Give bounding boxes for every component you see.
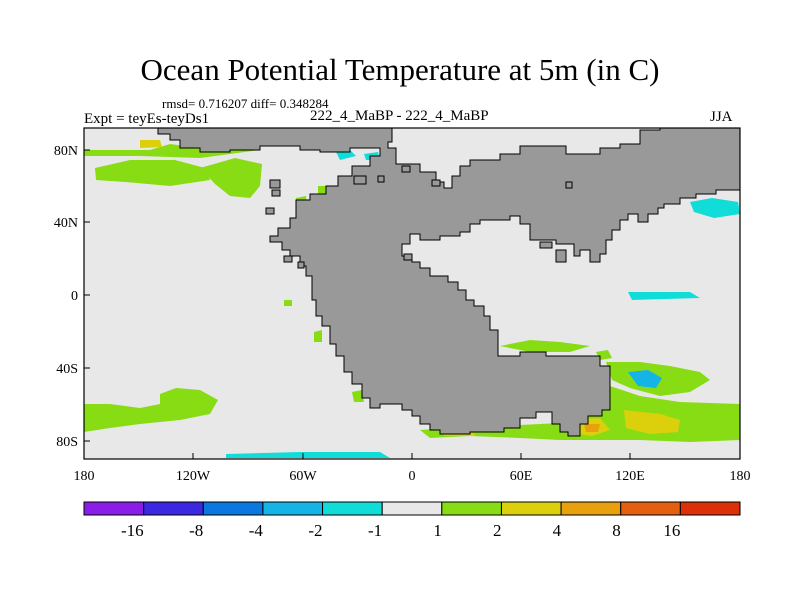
cyan-patch (628, 370, 662, 388)
x-tick-label: 60E (510, 469, 533, 484)
x-tick-label: 180 (74, 469, 95, 484)
colorbar: -16 -8 -4 -2 -1 1 2 4 8 16 (83, 501, 741, 540)
x-tick-label: 120W (176, 469, 211, 484)
comparison-label: 222_4_MaBP - 222_4_MaBP (310, 108, 489, 124)
cyan-patch (690, 198, 740, 218)
stats-label: rmsd= 0.716207 diff= 0.348284 (162, 96, 329, 111)
colorbar-swatch (441, 501, 502, 516)
x-tick-label: 180 (730, 469, 751, 484)
colorbar-swatch (381, 501, 443, 516)
cyan-patch (628, 292, 700, 300)
land-island (265, 207, 275, 215)
yellow-patch (624, 410, 680, 434)
green-patch (200, 158, 262, 198)
land-island (353, 175, 367, 185)
plot-title: Ocean Potential Temperature at 5m (in C) (140, 52, 660, 87)
y-tick-label: 40N (54, 216, 78, 231)
y-tick-label: 80N (54, 144, 78, 159)
colorbar-swatch (620, 501, 681, 516)
colorbar-swatch (500, 501, 562, 516)
land-island (271, 189, 281, 197)
colorbar-swatch (83, 501, 145, 516)
orange-patch (584, 424, 600, 432)
yellow-patch (140, 140, 162, 148)
colorbar-swatch (679, 501, 741, 516)
green-patch (84, 388, 218, 432)
green-patch (352, 390, 364, 402)
land-island (565, 181, 573, 189)
green-patch (95, 160, 210, 186)
x-tick-label: 120E (615, 469, 645, 484)
land-island (297, 261, 305, 269)
green-patch (284, 300, 292, 306)
colorbar-label: -2 (308, 521, 322, 540)
y-axis-labels: 80N 40N 0 40S 80S (54, 144, 78, 450)
x-axis-labels: 180 120W 60W 0 60E 120E 180 (74, 469, 751, 484)
colorbar-label: -8 (189, 521, 203, 540)
colorbar-swatch (560, 501, 622, 516)
land-island (377, 175, 385, 183)
colorbar-label: 2 (493, 521, 502, 540)
land-masses (157, 127, 741, 437)
land-island (283, 255, 293, 263)
colorbar-label: -1 (368, 521, 382, 540)
cyan-patch (226, 452, 390, 458)
y-tick-label: 80S (56, 435, 78, 450)
colorbar-swatch (143, 501, 204, 516)
neutral-band (84, 430, 740, 446)
land-main (157, 127, 741, 437)
land-island (403, 253, 413, 261)
land-island (555, 249, 567, 263)
green-patch (314, 330, 322, 342)
experiment-label: Expt = teyEs-teyDs1 (84, 111, 210, 127)
x-tick-label: 60W (289, 469, 317, 484)
y-tick-label: 0 (71, 289, 78, 304)
colorbar-label: -4 (249, 521, 264, 540)
colorbar-swatch (202, 501, 264, 516)
x-tick-label: 0 (409, 469, 416, 484)
green-patch (500, 340, 590, 352)
colorbar-swatch (322, 501, 383, 516)
tick-marks (83, 149, 741, 459)
land-island (431, 179, 441, 187)
land-island (401, 165, 411, 173)
colorbar-label: -16 (121, 521, 144, 540)
season-label: JJA (710, 109, 733, 125)
colorbar-label: 8 (612, 521, 621, 540)
colorbar-label: 1 (433, 521, 442, 540)
y-tick-label: 40S (56, 362, 78, 377)
land-island (269, 179, 281, 189)
green-patch (318, 186, 326, 194)
land-island (539, 241, 553, 249)
colorbar-label: 16 (663, 521, 680, 540)
colorbar-label: 4 (553, 521, 562, 540)
colorbar-swatch (262, 501, 324, 516)
